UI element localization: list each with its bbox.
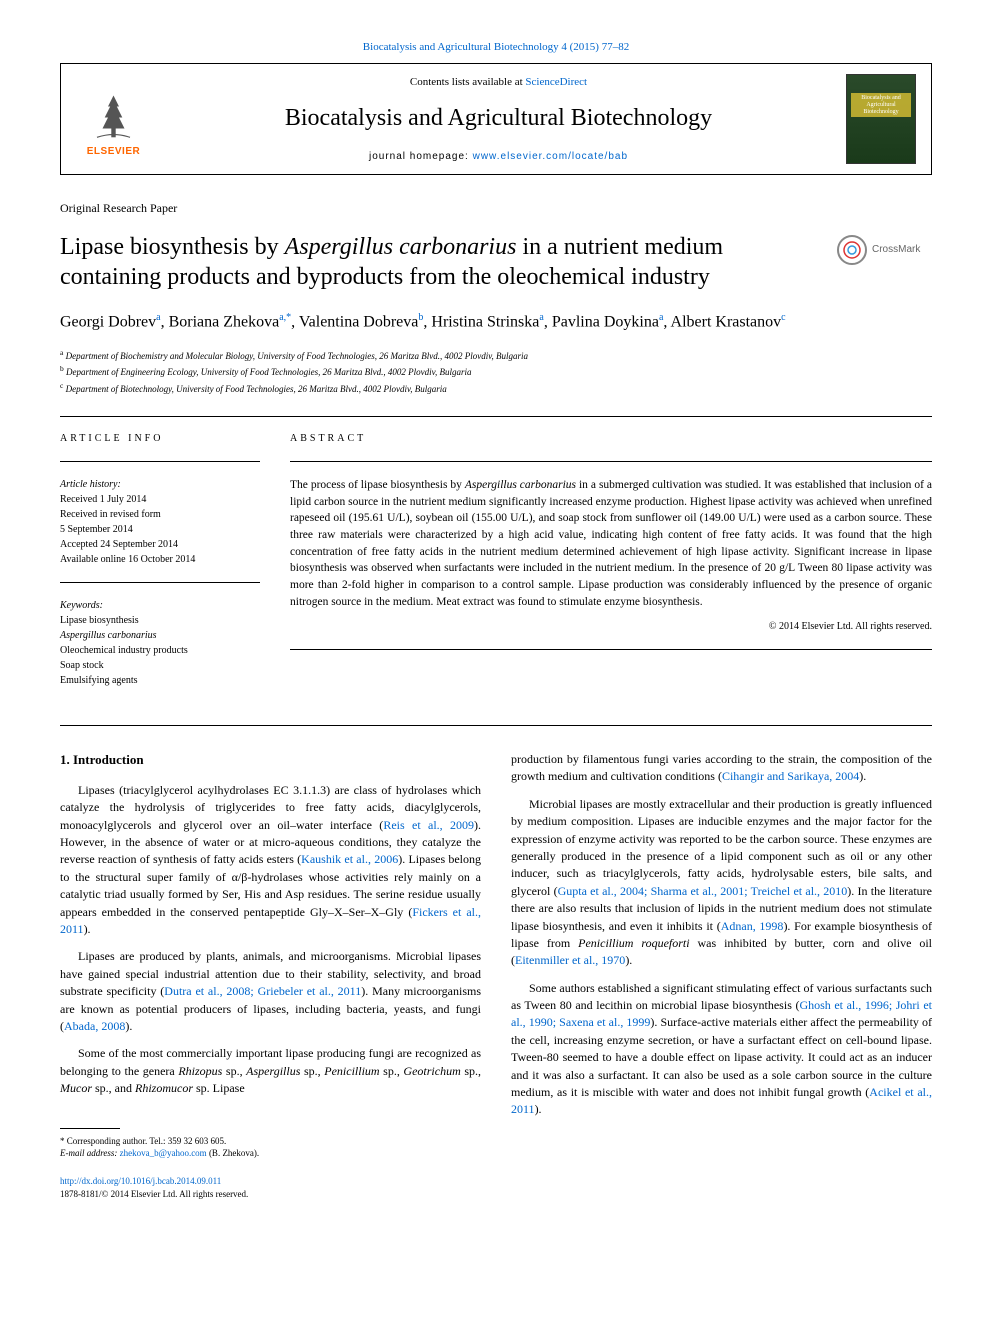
sciencedirect-link[interactable]: ScienceDirect — [525, 76, 587, 88]
body-column-left: 1. Introduction Lipases (triacylglycerol… — [60, 751, 481, 1201]
citation-link[interactable]: Dutra et al., 2008; Griebeler et al., 20… — [164, 984, 361, 998]
crossmark-icon — [837, 235, 867, 265]
corresponding-author-link[interactable]: * — [286, 312, 291, 323]
affiliations: a Department of Biochemistry and Molecul… — [60, 347, 932, 397]
journal-homepage: journal homepage: www.elsevier.com/locat… — [151, 150, 846, 164]
crossmark-badge[interactable]: CrossMark — [837, 232, 932, 267]
journal-header-box: ELSEVIER Contents lists available at Sci… — [60, 63, 932, 175]
doi-line: http://dx.doi.org/10.1016/j.bcab.2014.09… — [60, 1175, 481, 1188]
body-paragraph: Lipases (triacylglycerol acylhydrolases … — [60, 782, 481, 939]
journal-cover-thumbnail: Biocatalysis and Agricultural Biotechnol… — [846, 74, 916, 164]
section-1-heading: 1. Introduction — [60, 751, 481, 770]
cover-label: Biocatalysis and Agricultural Biotechnol… — [851, 93, 911, 117]
body-paragraph: Microbial lipases are mostly extracellul… — [511, 796, 932, 970]
article-info-heading: ARTICLE INFO — [60, 432, 260, 446]
citation-link[interactable]: Kaushik et al., 2006 — [301, 852, 398, 866]
contents-line: Contents lists available at ScienceDirec… — [151, 75, 846, 90]
citation-link[interactable]: Biocatalysis and Agricultural Biotechnol… — [363, 41, 629, 53]
journal-title: Biocatalysis and Agricultural Biotechnol… — [151, 102, 846, 136]
abstract-text: The process of lipase biosynthesis by As… — [290, 477, 932, 610]
elsevier-tree-icon — [86, 90, 141, 145]
citation-link[interactable]: Cihangir and Sarikaya, 2004 — [722, 769, 859, 783]
header-citation: Biocatalysis and Agricultural Biotechnol… — [60, 40, 932, 55]
article-type: Original Research Paper — [60, 200, 932, 217]
corresponding-author-footnote: * Corresponding author. Tel.: 359 32 603… — [60, 1135, 481, 1160]
body-paragraph: Some authors established a significant s… — [511, 980, 932, 1119]
authors-list: Georgi Dobreva, Boriana Zhekovaa,*, Vale… — [60, 310, 932, 334]
body-paragraph: Lipases are produced by plants, animals,… — [60, 948, 481, 1035]
abstract-heading: ABSTRACT — [290, 432, 932, 446]
email-link[interactable]: zhekova_b@yahoo.com — [120, 1148, 207, 1158]
abstract-copyright: © 2014 Elsevier Ltd. All rights reserved… — [290, 620, 932, 634]
crossmark-text: CrossMark — [872, 243, 920, 257]
citation-link[interactable]: Gupta et al., 2004; Sharma et al., 2001;… — [558, 884, 848, 898]
body-paragraph: production by filamentous fungi varies a… — [511, 751, 932, 786]
issn-line: 1878-8181/© 2014 Elsevier Ltd. All right… — [60, 1188, 481, 1201]
body-column-right: production by filamentous fungi varies a… — [511, 751, 932, 1201]
abstract-column: ABSTRACT The process of lipase biosynthe… — [290, 432, 932, 700]
body-paragraph: Some of the most commercially important … — [60, 1045, 481, 1097]
elsevier-text: ELSEVIER — [87, 145, 140, 159]
elsevier-logo: ELSEVIER — [76, 79, 151, 159]
article-info-column: ARTICLE INFO Article history: Received 1… — [60, 432, 260, 700]
article-title: Lipase biosynthesis by Aspergillus carbo… — [60, 232, 822, 292]
citation-link[interactable]: Adnan, 1998 — [721, 919, 784, 933]
citation-link[interactable]: Eitenmiller et al., 1970 — [515, 953, 625, 967]
citation-link[interactable]: Abada, 2008 — [64, 1019, 125, 1033]
homepage-link[interactable]: www.elsevier.com/locate/bab — [473, 151, 628, 162]
divider — [60, 416, 932, 417]
doi-link[interactable]: http://dx.doi.org/10.1016/j.bcab.2014.09… — [60, 1176, 221, 1186]
citation-link[interactable]: Reis et al., 2009 — [383, 818, 474, 832]
footnote-divider — [60, 1128, 120, 1129]
